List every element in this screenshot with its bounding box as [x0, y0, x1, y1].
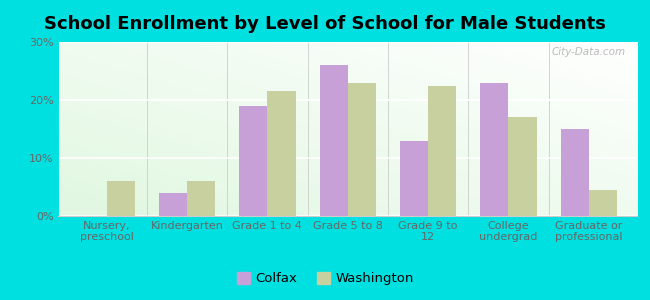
Legend: Colfax, Washington: Colfax, Washington [231, 266, 419, 290]
Bar [107, 181, 135, 216]
Bar [239, 106, 267, 216]
Bar [508, 117, 536, 216]
Bar [159, 193, 187, 216]
Text: City-Data.com: City-Data.com [551, 47, 625, 57]
Bar [267, 91, 296, 216]
Bar [480, 82, 508, 216]
Bar [561, 129, 589, 216]
Bar [348, 82, 376, 216]
Bar [400, 141, 428, 216]
Bar [320, 65, 348, 216]
Bar [187, 181, 215, 216]
Bar [589, 190, 617, 216]
Text: School Enrollment by Level of School for Male Students: School Enrollment by Level of School for… [44, 15, 606, 33]
Bar [428, 85, 456, 216]
